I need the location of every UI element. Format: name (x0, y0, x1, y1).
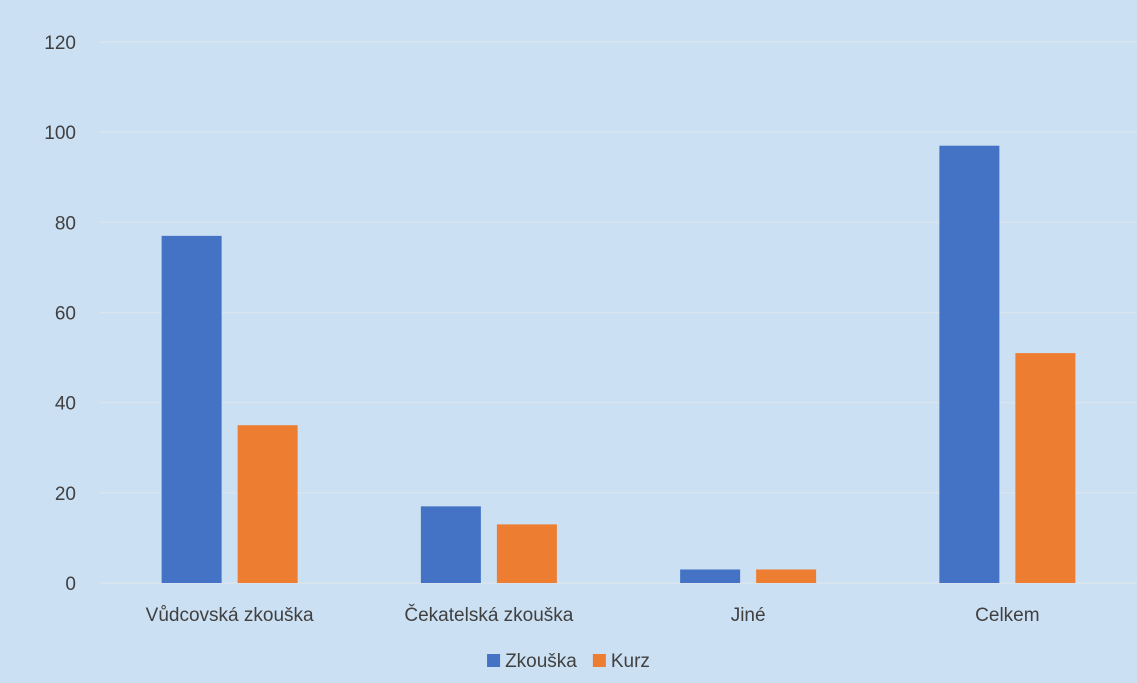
x-axis-categories: Vůdcovská zkouška Čekatelská zkouška Jiné C… (146, 604, 1040, 626)
x-category-label: Jiné (731, 605, 766, 626)
y-tick-label: 60 (55, 304, 76, 325)
bars (161, 145, 1076, 584)
bar-kurz-0 (237, 425, 298, 583)
x-category-label: Celkem (975, 605, 1039, 626)
bar-zkouška-2 (680, 569, 741, 583)
y-tick-label: 120 (44, 33, 76, 54)
bar-zkouška-0 (161, 235, 222, 583)
legend-label-zkouška: Zkouška (505, 651, 577, 672)
bar-zkouška-1 (420, 506, 481, 583)
x-category-label: Čekatelská zkouška (404, 604, 573, 626)
y-tick-label: 100 (44, 123, 76, 144)
legend-swatch-zkouška (487, 654, 501, 667)
y-tick-label: 80 (55, 213, 76, 234)
y-tick-label: 20 (55, 484, 76, 505)
bar-kurz-3 (1015, 353, 1076, 583)
bar-kurz-2 (756, 569, 817, 583)
legend-label-kurz: Kurz (611, 651, 650, 672)
y-axis-ticks: 0 20 40 60 80 100 120 (44, 33, 76, 595)
y-tick-label: 0 (65, 574, 76, 595)
bar-zkouška-3 (939, 145, 1000, 584)
x-category-label: Vůdcovská zkouška (146, 605, 314, 626)
legend-swatch-kurz (592, 654, 606, 667)
y-tick-label: 40 (55, 394, 76, 415)
legend: Zkouška Kurz (487, 651, 650, 672)
bar-kurz-1 (496, 524, 557, 583)
